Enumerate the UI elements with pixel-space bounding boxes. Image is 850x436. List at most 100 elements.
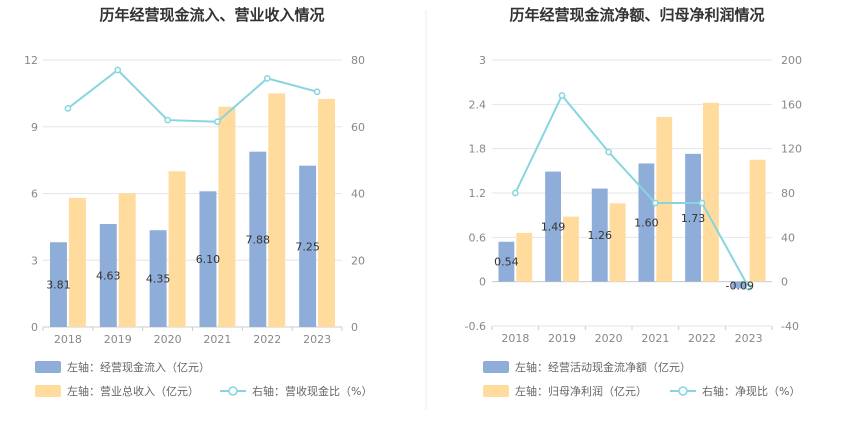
bar [149, 230, 167, 327]
bar [299, 165, 317, 327]
line-point [64, 105, 72, 112]
y-right-tick-label: 80 [351, 54, 365, 67]
y-left-tick-label: 0 [479, 276, 486, 289]
line-point [511, 189, 519, 197]
bar [168, 171, 186, 327]
data-label: -0.09 [725, 280, 753, 293]
bar [516, 232, 533, 282]
x-tick-label: 2018 [54, 333, 82, 346]
line-point [745, 283, 753, 291]
y-right-tick-label: -40 [781, 320, 799, 333]
bar [49, 242, 67, 327]
bar [199, 191, 217, 327]
legend-swatch [483, 385, 509, 397]
data-label: 1.49 [541, 221, 566, 234]
line-point [263, 75, 271, 82]
x-tick-label: 2019 [548, 332, 576, 345]
chart-net-cashflow-profit: 历年经营现金流净额、归母净利润情况 -0.6 0 0.6 1.2 1.8 2.4 3 -40 0… [465, 6, 802, 398]
data-label: 0.54 [494, 256, 519, 269]
y-left-tick-label: 2.4 [469, 98, 487, 111]
line-point [164, 116, 171, 124]
y-right-tick-label: 160 [781, 98, 802, 111]
y-right-tick-label: 200 [781, 54, 802, 67]
bar [609, 203, 626, 282]
bar [118, 193, 136, 327]
y-right-tick-label: 20 [351, 254, 365, 267]
legend-swatch-point [228, 386, 238, 396]
y-right-tick-label: 0 [781, 276, 788, 289]
legend-label: 左轴：营业总收入（亿元） [67, 384, 199, 398]
data-label: 4.63 [96, 269, 121, 282]
bar [703, 102, 719, 282]
y-right-tick-label: 40 [781, 231, 795, 244]
x-tick-label: 2023 [735, 332, 763, 345]
bar [656, 116, 673, 282]
y-right-tick-label: 120 [781, 143, 802, 156]
y-left-tick-label: 3 [479, 54, 486, 67]
legend-swatch [483, 361, 509, 373]
legend-swatch [35, 385, 61, 397]
bar [68, 197, 86, 327]
bar [638, 163, 655, 282]
bar [99, 223, 117, 327]
bar [249, 151, 267, 327]
bar [749, 159, 766, 282]
legend-swatch-point [678, 386, 688, 396]
data-label: 3.81 [46, 279, 71, 292]
y-right-tick-label: 60 [351, 121, 365, 134]
legend-label: 右轴：营收现金比（%） [252, 384, 372, 398]
data-label: 1.60 [634, 217, 659, 230]
line-point [558, 92, 566, 99]
bar [591, 188, 608, 282]
x-tick-label: 2022 [688, 332, 716, 345]
legend-label: 左轴：经营现金流入（亿元） [67, 360, 210, 374]
series-line [67, 68, 318, 123]
chart-title: 历年经营现金流净额、归母净利润情况 [509, 6, 764, 24]
bar [268, 93, 286, 327]
legend-label: 左轴：归母净利润（亿元） [515, 384, 647, 398]
data-label: 1.73 [681, 212, 706, 225]
y-left-tick-label: -0.6 [465, 320, 486, 333]
line-point [698, 199, 706, 207]
data-label: 1.26 [587, 229, 612, 242]
x-tick-label: 2022 [253, 333, 281, 346]
y-left-tick-label: 12 [24, 54, 38, 67]
y-left-tick-label: 0 [31, 321, 38, 334]
y-right-tick-label: 40 [351, 188, 365, 201]
y-left-tick-label: 1.8 [469, 143, 487, 156]
x-tick-label: 2018 [501, 332, 529, 345]
bar [545, 171, 561, 282]
bar [685, 153, 701, 282]
x-tick-label: 2020 [595, 332, 623, 345]
bar [498, 241, 515, 282]
x-tick-label: 2021 [203, 333, 231, 346]
chart-cash-inflow-revenue: 历年经营现金流入、营业收入情况 0 3 6 9 12 0 20 40 60 80 2018 2019 2… [24, 6, 372, 398]
x-tick-label: 2021 [641, 332, 669, 345]
y-right-tick-label: 0 [351, 321, 358, 334]
line-point [313, 88, 321, 96]
data-label: 7.88 [246, 233, 271, 246]
series-line [514, 93, 750, 288]
y-left-tick-label: 3 [31, 254, 38, 267]
legend-label: 左轴：经营活动现金流净额（亿元） [515, 360, 691, 374]
y-right-tick-label: 80 [781, 187, 795, 200]
legend-label: 右轴：净现比（%） [702, 384, 800, 398]
line-point [114, 66, 122, 74]
bar [563, 216, 579, 282]
chart-title: 历年经营现金流入、营业收入情况 [99, 6, 324, 24]
legend-swatch [35, 361, 61, 373]
data-label: 7.25 [295, 240, 320, 253]
bar [218, 106, 236, 327]
bar [731, 281, 748, 289]
data-label: 6.10 [196, 253, 221, 266]
y-left-tick-label: 6 [31, 188, 38, 201]
y-left-tick-label: 0.6 [469, 231, 487, 244]
data-label: 4.35 [146, 273, 171, 286]
line-point [214, 118, 221, 126]
line-point [651, 199, 659, 207]
line-point [605, 148, 613, 156]
x-tick-label: 2023 [303, 333, 331, 346]
x-tick-label: 2019 [104, 333, 132, 346]
bar [318, 98, 336, 327]
x-tick-label: 2020 [154, 333, 182, 346]
